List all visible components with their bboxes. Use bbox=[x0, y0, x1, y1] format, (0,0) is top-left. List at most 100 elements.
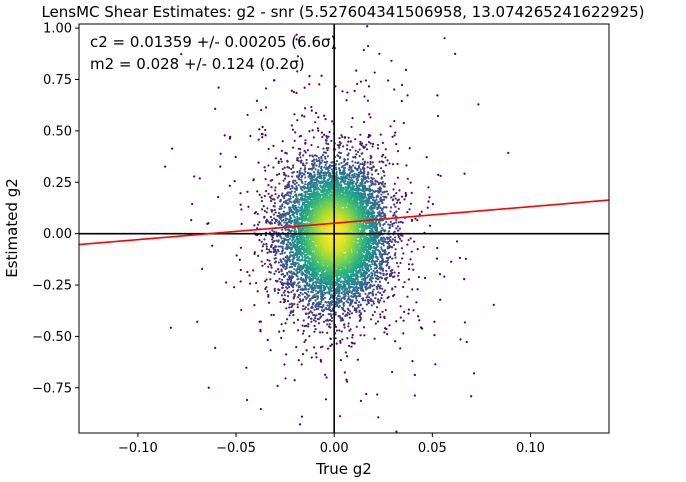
scatter-point bbox=[379, 167, 383, 170]
scatter-point bbox=[363, 456, 365, 458]
scatter-point bbox=[393, 203, 396, 206]
scatter-point bbox=[298, 255, 301, 259]
scatter-point bbox=[298, 281, 301, 284]
scatter-point bbox=[310, 190, 313, 193]
scatter-point bbox=[320, 177, 323, 180]
scatter-point bbox=[313, 313, 316, 317]
scatter-point bbox=[319, 167, 323, 170]
scatter-point bbox=[238, 258, 241, 261]
scatter-point bbox=[362, 48, 365, 52]
scatter-point bbox=[385, 190, 389, 193]
scatter-point bbox=[338, 167, 341, 170]
scatter-point bbox=[377, 204, 380, 208]
scatter-point bbox=[292, 271, 295, 274]
scatter-point bbox=[261, 125, 264, 129]
scatter-point bbox=[344, 287, 347, 290]
scatter-point bbox=[293, 379, 296, 382]
scatter-point bbox=[282, 242, 285, 245]
scatter-point bbox=[280, 268, 283, 271]
scatter-point bbox=[339, 181, 342, 184]
scatter-point bbox=[303, 168, 306, 171]
scatter-point bbox=[303, 164, 306, 167]
scatter-point bbox=[389, 240, 392, 243]
scatter-point bbox=[419, 326, 423, 329]
scatter-point bbox=[320, 283, 323, 286]
scatter-point bbox=[312, 281, 315, 284]
scatter-point bbox=[239, 203, 242, 206]
scatter-point bbox=[319, 358, 322, 362]
scatter-point bbox=[279, 205, 282, 208]
scatter-point bbox=[361, 297, 364, 300]
scatter-point bbox=[281, 272, 285, 276]
scatter-point bbox=[281, 228, 284, 231]
scatter-point bbox=[264, 106, 268, 109]
scatter-point bbox=[302, 272, 305, 275]
scatter-point bbox=[358, 300, 361, 304]
scatter-point bbox=[391, 224, 394, 228]
scatter-point bbox=[381, 191, 384, 194]
scatter-point bbox=[388, 324, 391, 327]
scatter-point bbox=[293, 256, 296, 259]
scatter-point bbox=[377, 200, 380, 204]
scatter-point bbox=[396, 162, 399, 165]
scatter-point bbox=[463, 172, 466, 175]
scatter-point bbox=[323, 114, 326, 117]
scatter-point bbox=[284, 219, 287, 222]
scatter-point bbox=[290, 243, 293, 247]
scatter-point bbox=[357, 303, 360, 307]
scatter-point bbox=[313, 284, 316, 287]
scatter-point bbox=[287, 202, 290, 205]
scatter-point bbox=[302, 164, 305, 167]
scatter-point bbox=[373, 267, 376, 270]
scatter-point bbox=[290, 250, 293, 254]
scatter-point bbox=[308, 130, 311, 133]
scatter-point bbox=[291, 184, 294, 188]
scatter-point bbox=[373, 263, 376, 266]
scatter-point bbox=[347, 325, 350, 328]
scatter-point bbox=[382, 170, 385, 173]
scatter-point bbox=[327, 143, 330, 146]
scatter-point bbox=[379, 224, 382, 228]
scatter-point bbox=[406, 295, 409, 298]
scatter-point bbox=[292, 314, 295, 317]
scatter-point bbox=[382, 229, 385, 232]
scatter-point bbox=[280, 294, 284, 297]
scatter-point bbox=[277, 245, 280, 248]
scatter-point bbox=[254, 281, 258, 285]
scatter-point bbox=[278, 172, 281, 176]
scatter-point bbox=[338, 415, 342, 418]
scatter-point bbox=[425, 156, 428, 159]
scatter-point bbox=[308, 270, 311, 273]
scatter-point bbox=[369, 275, 372, 279]
scatter-point bbox=[304, 338, 307, 342]
scatter-point bbox=[387, 230, 390, 233]
scatter-point bbox=[377, 221, 381, 224]
scatter-point bbox=[320, 170, 323, 173]
scatter-point bbox=[364, 189, 367, 192]
scatter-point bbox=[314, 168, 317, 171]
scatter-point bbox=[407, 312, 410, 315]
scatter-point bbox=[292, 212, 295, 215]
scatter-point bbox=[285, 152, 288, 155]
scatter-point bbox=[306, 184, 309, 187]
scatter-point bbox=[396, 150, 400, 153]
scatter-point bbox=[394, 205, 397, 208]
scatter-point bbox=[365, 203, 368, 207]
scatter-point bbox=[286, 160, 289, 163]
scatter-point bbox=[351, 160, 354, 163]
scatter-point bbox=[326, 318, 329, 321]
scatter-point bbox=[372, 288, 375, 291]
scatter-point bbox=[322, 284, 325, 287]
scatter-point bbox=[329, 296, 333, 299]
scatter-point bbox=[341, 338, 344, 341]
scatter-point bbox=[369, 265, 372, 268]
scatter-point bbox=[351, 290, 354, 293]
scatter-point bbox=[295, 213, 299, 216]
scatter-point bbox=[383, 327, 387, 330]
scatter-point bbox=[348, 313, 351, 316]
scatter-point bbox=[314, 328, 317, 331]
scatter-point bbox=[422, 245, 425, 249]
scatter-point bbox=[438, 273, 442, 276]
scatter-point bbox=[309, 297, 312, 301]
scatter-point bbox=[312, 159, 315, 162]
